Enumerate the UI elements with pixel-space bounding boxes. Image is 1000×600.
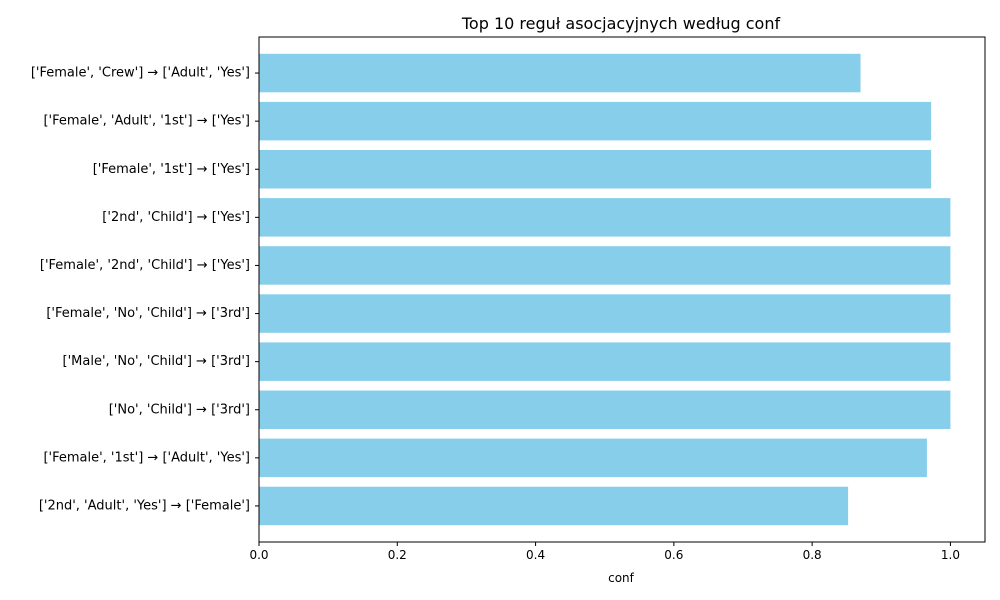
bar: [259, 342, 951, 381]
x-tick-label: 0.2: [388, 548, 407, 562]
category-label: ['No', 'Child'] → ['3rd']: [109, 402, 250, 417]
bar: [259, 150, 932, 189]
plot-frame: [258, 36, 986, 543]
chart-title: Top 10 reguł asocjacyjnych według conf: [461, 14, 781, 33]
category-label: ['Male', 'No', 'Child'] → ['3rd']: [63, 354, 250, 369]
category-label: ['Female', 'Crew'] → ['Adult', 'Yes']: [31, 66, 250, 81]
category-label: ['2nd', 'Adult', 'Yes'] → ['Female']: [39, 498, 250, 513]
x-tick-label: 0.6: [664, 548, 683, 562]
bars-group: [259, 53, 951, 526]
x-tick-label: 0.4: [526, 548, 545, 562]
x-tick-label: 1.0: [941, 548, 960, 562]
x-tick-label: 0.0: [249, 548, 268, 562]
category-label: ['2nd', 'Child'] → ['Yes']: [102, 210, 250, 225]
category-label: ['Female', '2nd', 'Child'] → ['Yes']: [40, 258, 250, 273]
category-labels: ['Female', 'Crew'] → ['Adult', 'Yes'] ['F…: [31, 66, 259, 513]
x-axis-label: conf: [608, 571, 635, 585]
bar: [259, 53, 861, 93]
category-label: ['Female', 'No', 'Child'] → ['3rd']: [46, 306, 250, 321]
bar: [259, 438, 927, 478]
bar: [259, 101, 932, 141]
bar: [259, 390, 951, 429]
category-label: ['Female', '1st'] → ['Yes']: [93, 162, 250, 177]
bar: [259, 198, 951, 237]
bar: [259, 246, 951, 285]
bar: [259, 486, 849, 526]
x-axis-ticks: 0.0 0.2 0.4 0.6 0.8 1.0: [249, 542, 960, 562]
category-label: ['Female', '1st'] → ['Adult', 'Yes']: [43, 450, 250, 465]
x-tick-label: 0.8: [803, 548, 822, 562]
bar: [259, 294, 951, 333]
category-label: ['Female', 'Adult', '1st'] → ['Yes']: [43, 114, 250, 129]
